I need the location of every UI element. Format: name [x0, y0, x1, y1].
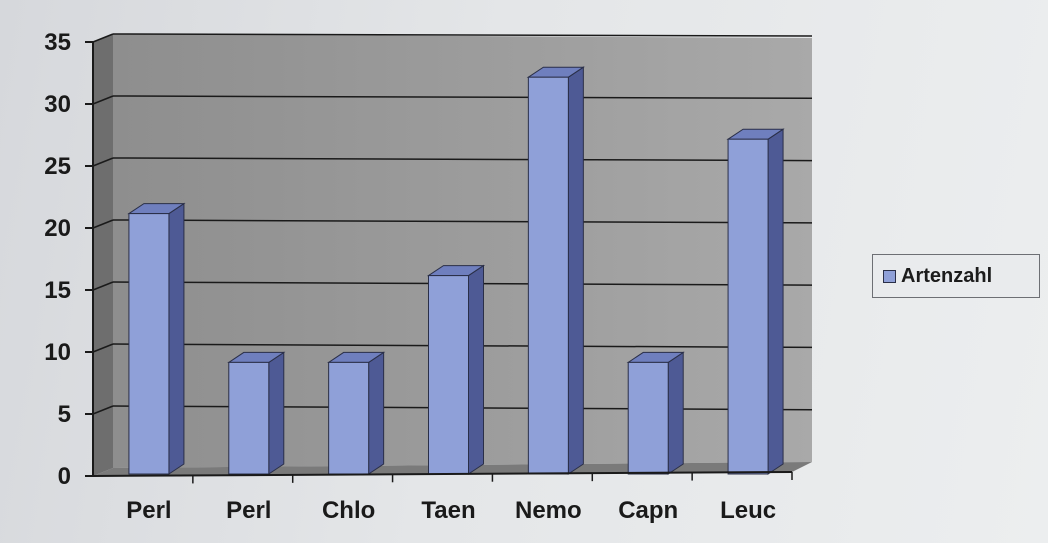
gridline: [112, 219, 813, 224]
bar-side: [767, 128, 784, 475]
y-tick-label: 30: [44, 91, 71, 118]
bar-side: [168, 202, 185, 475]
legend-label: Artenzahl: [901, 264, 993, 287]
bar: [726, 128, 785, 475]
plot-side-wall: [93, 34, 113, 476]
x-tick-label: Perl: [226, 497, 271, 524]
bar-front: [328, 361, 370, 475]
gridline-side: [92, 33, 114, 43]
y-tick-label: 0: [58, 463, 71, 490]
gridline: [112, 95, 813, 100]
gridline-side: [92, 219, 114, 229]
gridline-side: [92, 405, 114, 415]
y-tick-label: 20: [44, 215, 71, 242]
y-tick-label: 15: [44, 277, 71, 304]
gridline-side: [92, 95, 114, 105]
x-axis: [92, 471, 793, 477]
bar: [326, 351, 386, 475]
y-tick-label: 5: [58, 401, 71, 428]
chart-legend: Artenzahl: [872, 254, 1040, 298]
legend-swatch: [883, 269, 896, 283]
x-tick-label: Taen: [421, 497, 475, 524]
y-tick-label: 25: [44, 153, 71, 180]
bar: [227, 351, 286, 475]
bar: [626, 351, 685, 475]
bar-side: [468, 264, 484, 475]
gridline-side: [92, 157, 114, 167]
x-tick-label: Leuc: [720, 497, 776, 524]
bar-side: [268, 351, 285, 475]
bar-front: [727, 138, 769, 475]
bar-side: [567, 66, 584, 475]
y-tick-label: 35: [44, 29, 71, 56]
bar: [426, 264, 486, 475]
bar: [127, 202, 186, 475]
bar-front: [527, 76, 569, 475]
x-tick-label: Chlo: [322, 497, 375, 524]
gridline-side: [92, 343, 114, 353]
bar-front: [428, 275, 469, 475]
gridline-side: [92, 281, 114, 291]
bar-side: [667, 351, 684, 475]
y-tick-label: 10: [44, 339, 71, 366]
x-tick-label: Capn: [618, 497, 678, 524]
x-tick-label: Nemo: [515, 497, 582, 524]
bar-front: [228, 361, 270, 475]
bar-side: [368, 351, 385, 475]
bar: [526, 66, 586, 475]
bar-front: [627, 361, 669, 475]
x-tick-label: Perl: [126, 497, 171, 524]
gridline: [112, 157, 813, 162]
gridline: [112, 33, 813, 37]
bar-front: [128, 213, 170, 475]
